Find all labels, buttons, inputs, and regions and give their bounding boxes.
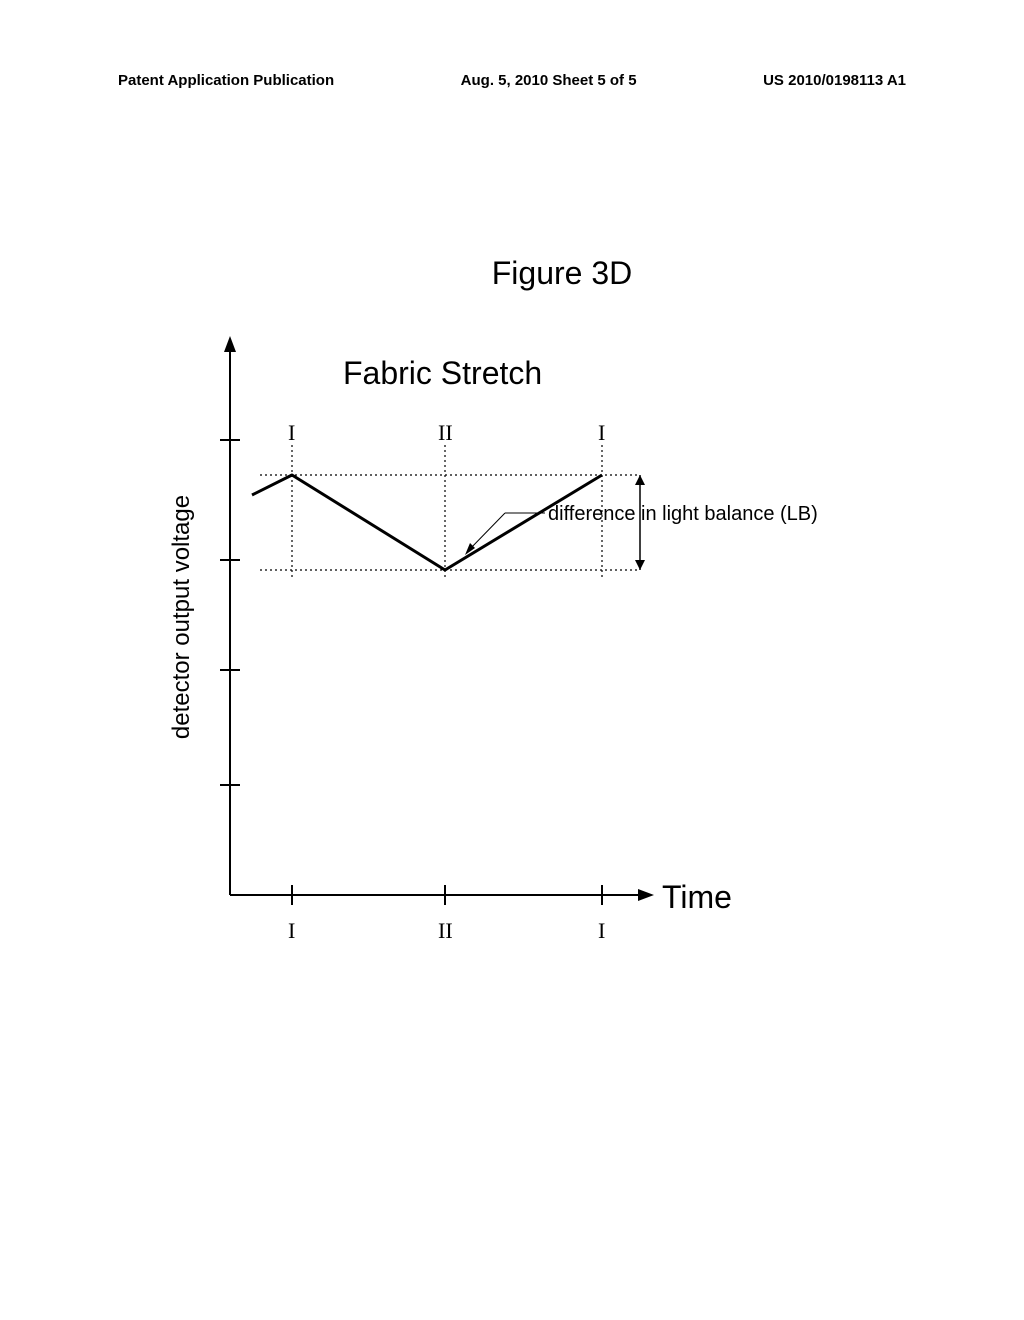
chart-svg bbox=[0, 0, 1024, 1320]
page-container: Patent Application Publication Aug. 5, 2… bbox=[0, 0, 1024, 1320]
